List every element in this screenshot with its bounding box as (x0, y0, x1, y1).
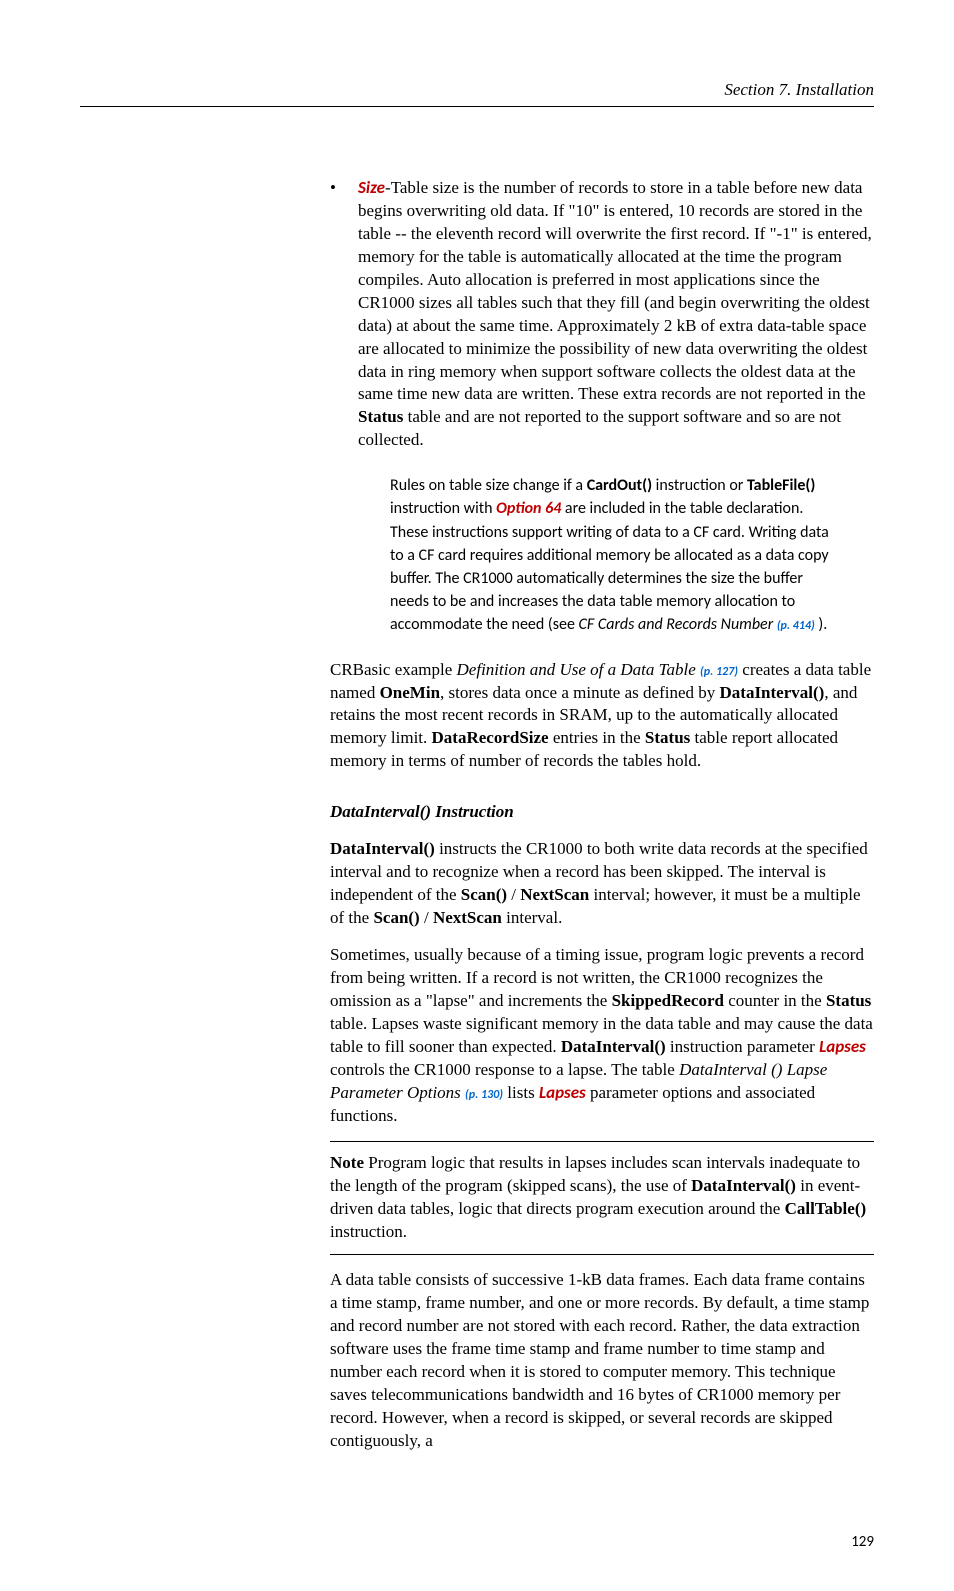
note-b1: DataInterval() (691, 1176, 796, 1195)
inset-mid1: instruction or (652, 476, 747, 495)
inset-post: ). (815, 615, 828, 634)
inset-pre: Rules on table size change if a (390, 476, 587, 495)
p3-t2: counter in the (724, 991, 826, 1010)
p2-b5: NextScan (433, 908, 502, 927)
datainterval-word: DataInterval() (720, 683, 825, 702)
p2-t5: interval. (502, 908, 562, 927)
p3-b3: DataInterval() (561, 1037, 666, 1056)
p2-b4: Scan() (373, 908, 419, 927)
bullet-text: Size-Table size is the number of records… (358, 177, 874, 452)
option64-label: Option 64 (496, 499, 561, 518)
note-block: Note Program logic that results in lapse… (330, 1141, 874, 1255)
inset-note: Rules on table size change if a CardOut(… (390, 474, 844, 636)
size-label: Size (358, 177, 385, 198)
note-b2: CallTable() (785, 1199, 867, 1218)
p1-ital: Definition and Use of a Data Table (457, 660, 701, 679)
note-label: Note (330, 1153, 364, 1172)
paragraph-dataframes: A data table consists of successive 1-kB… (330, 1269, 874, 1453)
p1-mid2: , stores data once a minute as defined b… (440, 683, 719, 702)
paragraph-lapses: Sometimes, usually because of a timing i… (330, 944, 874, 1128)
tablefile-word: TableFile() (747, 476, 815, 495)
cardout-word: CardOut() (587, 476, 652, 495)
cfcards-ref: CF Cards and Records Number (579, 615, 774, 634)
p1-mid4: entries in the (549, 728, 645, 747)
header-rule (80, 106, 874, 107)
bullet-item: • Size-Table size is the number of recor… (330, 177, 874, 452)
p3-t4: instruction parameter (666, 1037, 819, 1056)
lapses-label-2: Lapses (539, 1082, 586, 1103)
p2-b3: NextScan (520, 885, 589, 904)
bullet-body-post: table and are not reported to the suppor… (358, 407, 841, 449)
status-word-2: Status (645, 728, 690, 747)
p2-t2: / (507, 885, 520, 904)
p2-t4: / (420, 908, 433, 927)
p3-t6: lists (503, 1083, 539, 1102)
subheading-datainterval: DataInterval() Instruction (330, 801, 874, 824)
section-header: Section 7. Installation (80, 80, 874, 100)
inset-mid2: instruction with (390, 499, 496, 518)
page-ref-127[interactable]: (p. 127) (700, 665, 738, 679)
page-ref-130[interactable]: (p. 130) (465, 1088, 503, 1102)
datarecordsize-word: DataRecordSize (432, 728, 549, 747)
bullet-body-pre: Table size is the number of records to s… (358, 178, 872, 403)
p2-b1: DataInterval() (330, 839, 435, 858)
p3-b2: Status (826, 991, 871, 1010)
p2-b2: Scan() (461, 885, 507, 904)
paragraph-datainterval-desc: DataInterval() instructs the CR1000 to b… (330, 838, 874, 930)
p3-t5: controls the CR1000 response to a lapse.… (330, 1060, 679, 1079)
onemin-word: OneMin (380, 683, 440, 702)
note-t3: instruction. (330, 1222, 407, 1241)
page-ref-414[interactable]: (p. 414) (777, 619, 815, 633)
status-word: Status (358, 407, 403, 426)
paragraph-crbasic: CRBasic example Definition and Use of a … (330, 659, 874, 774)
p1-pre: CRBasic example (330, 660, 457, 679)
page: Section 7. Installation • Size-Table siz… (0, 0, 954, 1591)
content-area: • Size-Table size is the number of recor… (330, 177, 874, 1453)
page-number: 129 (80, 1533, 874, 1551)
lapses-label-1: Lapses (819, 1036, 866, 1057)
bullet-marker: • (330, 177, 358, 452)
p3-b1: SkippedRecord (612, 991, 724, 1010)
